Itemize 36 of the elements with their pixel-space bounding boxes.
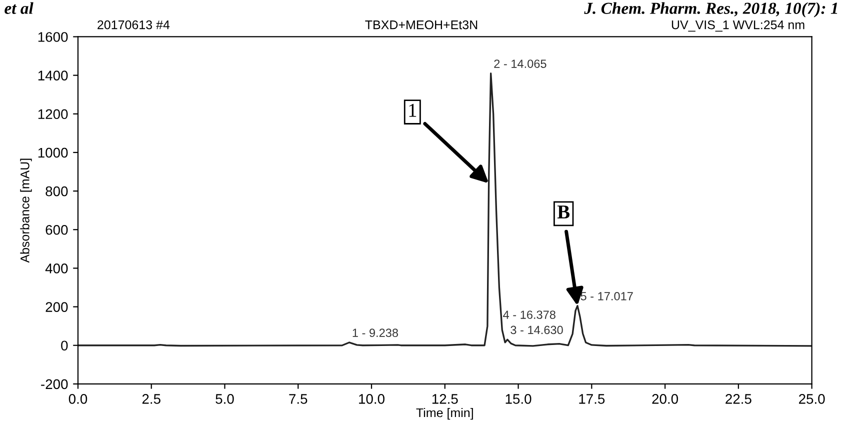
annotation: 1 bbox=[409, 104, 416, 117]
y-tick-label: 1200 bbox=[38, 109, 68, 120]
y-tick-label: 800 bbox=[46, 186, 68, 196]
annotation: 1 - 9.238 bbox=[352, 328, 398, 338]
y-tick-label: 1400 bbox=[38, 70, 68, 80]
text: 20170613 #4 bbox=[98, 20, 170, 30]
x-tick-label: 7.5 bbox=[289, 394, 308, 404]
annotation: 3 - 14.630 bbox=[510, 326, 563, 334]
text: UV_VIS_1 WVL:254 nm bbox=[672, 20, 804, 32]
text: et al bbox=[4, 2, 34, 14]
x-tick-label: 15.0 bbox=[506, 394, 532, 404]
x-axis-title: Time [min] bbox=[416, 408, 473, 420]
x-tick-label: 17.5 bbox=[579, 394, 605, 404]
y-tick-label: 1000 bbox=[38, 148, 68, 158]
annotation: 2 - 14.065 bbox=[494, 60, 546, 68]
y-tick-label: 600 bbox=[46, 224, 68, 235]
chart-title: TBXD+MEOH+Et3N bbox=[365, 20, 478, 30]
y-tick-label: 1600 bbox=[38, 32, 68, 42]
x-tick-label: 20.0 bbox=[652, 394, 678, 404]
x-tick-label: 2.5 bbox=[142, 394, 160, 404]
text: J. Chem. Pharm. Res., 2018, 10(7): 1 bbox=[584, 2, 838, 18]
x-tick-label: 12.5 bbox=[432, 394, 458, 404]
annotation: 4 - 16.378 bbox=[503, 310, 556, 319]
annotation: 5 - 17.017 bbox=[580, 292, 633, 300]
y-tick-label: 0 bbox=[61, 340, 68, 351]
x-tick-label: 22.5 bbox=[726, 394, 752, 404]
y-tick-label: -200 bbox=[41, 379, 68, 390]
line-series bbox=[78, 72, 812, 347]
annotation: B bbox=[557, 206, 570, 218]
y-axis-title: Absorbance [mAU] bbox=[20, 158, 32, 263]
x-tick-label: 25.0 bbox=[798, 394, 825, 404]
x-tick-label: 0.0 bbox=[68, 394, 88, 404]
y-tick-label: 200 bbox=[46, 302, 68, 312]
y-tick-label: 400 bbox=[45, 264, 68, 274]
x-tick-label: 5.0 bbox=[216, 394, 234, 404]
x-tick-label: 10.0 bbox=[359, 394, 384, 404]
